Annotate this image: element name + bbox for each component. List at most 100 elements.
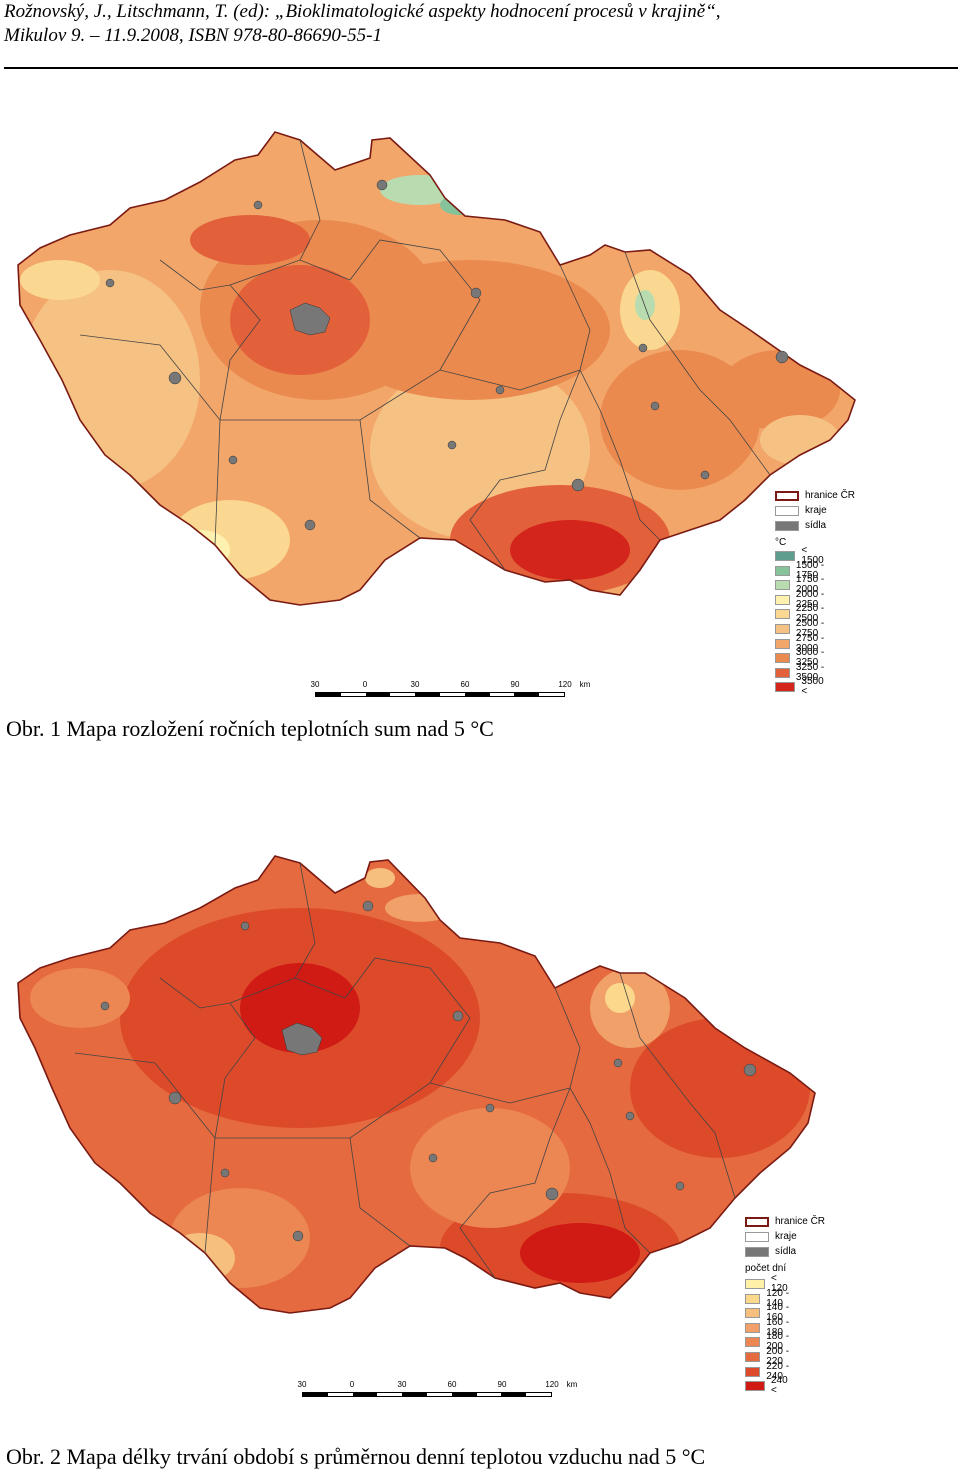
scale-tick-label: 60 <box>447 1380 457 1389</box>
legend-class-label: 140 - 160 <box>766 1302 790 1324</box>
scale-tick-label: 30 <box>410 680 420 689</box>
figure-2-caption: Obr. 2 Mapa délky trvání období s průměr… <box>6 1444 706 1469</box>
legend-swatch <box>775 653 790 664</box>
settlement <box>452 1010 464 1022</box>
legend-class-label: 200 - 220 <box>766 1346 790 1367</box>
legend-class-label: 1750 - 2000 <box>795 574 825 596</box>
settlement <box>545 1187 559 1201</box>
settlement <box>168 1091 182 1105</box>
legend-class-label: 2250 - 2500 <box>795 603 825 625</box>
scale-bar-segment <box>464 693 490 696</box>
legend-class-row: 220 - 240 <box>745 1361 792 1381</box>
settlement <box>638 343 648 353</box>
legend-class-label: 3500 < <box>801 676 824 698</box>
legend-swatch <box>775 551 796 561</box>
settlement <box>613 1058 623 1068</box>
scale-bar-figure-1: 30 0 30 60 90 120 km <box>305 680 605 702</box>
legend-class-row: 3500 < <box>775 677 827 697</box>
settlements <box>105 179 789 531</box>
legend-swatch <box>745 1337 761 1348</box>
legend-class-row: < 120 <box>745 1274 792 1294</box>
scale-tick-label: 120 <box>545 1380 559 1389</box>
legend-class-row: 1750 - 2000 <box>775 575 827 595</box>
legend-class-label: 2000 - 2250 <box>795 588 825 610</box>
settlement <box>470 287 482 299</box>
scale-unit: km <box>566 1380 578 1389</box>
scale-bar-segment <box>352 1393 378 1396</box>
legend-swatch <box>745 1279 765 1289</box>
legend-label: sídla <box>805 520 827 531</box>
scale-tick-label: 90 <box>510 680 520 689</box>
settlement <box>447 440 457 450</box>
legend-label: hranice ČR <box>775 1216 826 1227</box>
scale-bar-segment <box>526 1393 551 1396</box>
scale-bar-segment <box>377 1393 403 1396</box>
figure-1-caption: Obr. 1 Mapa rozložení ročních teplotních… <box>6 716 494 741</box>
scale-bar-segment <box>316 693 341 696</box>
legend-swatch <box>745 1293 761 1304</box>
settlement <box>228 455 238 465</box>
legend-label: kraje <box>805 505 827 516</box>
legend-swatch <box>745 1308 761 1319</box>
settlement-praha <box>289 302 331 336</box>
scale-unit: km <box>579 680 591 689</box>
legend-border: hranice ČR <box>745 1216 825 1228</box>
settlement <box>100 1001 110 1011</box>
legend-swatch <box>745 1232 769 1242</box>
scale-bar-segment <box>327 1393 353 1396</box>
legend-swatch <box>775 682 796 693</box>
legend-class-label: 120 - 140 <box>766 1287 790 1309</box>
legend-class-row: 3250 - 3500 <box>775 662 827 682</box>
legend-swatch <box>745 1381 765 1392</box>
legend-swatch <box>775 565 790 576</box>
scale-bar-segment <box>476 1393 502 1396</box>
scale-bar-segment <box>451 1393 477 1396</box>
legend-class-row: 240 < <box>745 1376 792 1396</box>
legend-label: kraje <box>775 1231 797 1242</box>
scale-tick-label: 120 <box>558 680 572 689</box>
legend-class-row: 2000 - 2250 <box>775 589 827 609</box>
settlement <box>571 478 585 492</box>
scale-tick-label: 30 <box>310 680 320 689</box>
legend-class-label: 240 < <box>770 1375 788 1397</box>
settlement <box>253 200 263 210</box>
scale-bar-segment <box>402 1393 427 1396</box>
scale-bar-segment <box>539 693 564 696</box>
legend-unit-title: počet dní <box>745 1263 787 1274</box>
legend-swatch <box>745 1247 769 1257</box>
settlements <box>100 900 757 1242</box>
czech-border-outline <box>17 855 816 1314</box>
region-boundaries <box>74 862 736 1279</box>
scale-bar-segment <box>365 693 391 696</box>
header-rule <box>4 67 958 69</box>
settlement <box>625 1111 635 1121</box>
settlement <box>240 921 250 931</box>
scale-bar-segment <box>303 1393 328 1396</box>
legend-class-label: 2500 - 2750 <box>795 618 825 639</box>
settlement <box>220 1168 230 1178</box>
legend-class-label: 2750 - 3000 <box>795 632 825 654</box>
settlement <box>376 179 388 191</box>
legend-class-row: 1500 - 1750 <box>775 560 827 580</box>
scale-bar-segments <box>302 1392 552 1397</box>
legend-regions: kraje <box>775 505 827 517</box>
scale-bar-segment <box>340 693 366 696</box>
settlement <box>292 1230 304 1242</box>
legend-figure-1: hranice ČR kraje sídla °C < 1500 1500 - 1… <box>775 490 895 700</box>
legend-class-label: 220 - 240 <box>766 1360 790 1382</box>
scale-bar-segment <box>415 693 440 696</box>
citation-line-1: Rožnovský, J., Litschmann, T. (ed): „Bio… <box>4 1 721 22</box>
legend-border: hranice ČR <box>775 490 855 502</box>
legend-settlements: sídla <box>775 520 826 532</box>
legend-class-row: 2250 - 2500 <box>775 604 827 624</box>
legend-label: hranice ČR <box>805 490 856 501</box>
legend-swatch <box>775 594 790 605</box>
scale-bar-segment <box>439 693 465 696</box>
legend-label: sídla <box>775 1246 797 1257</box>
legend-class-row: 200 - 220 <box>745 1347 792 1367</box>
legend-class-label: 1500 - 1750 <box>795 559 825 581</box>
citation-line-2: Mikulov 9. – 11.9.2008, ISBN 978-80-8669… <box>4 25 383 46</box>
legend-swatch <box>775 638 790 649</box>
legend-class-label: 160 - 180 <box>766 1316 790 1338</box>
legend-swatch <box>775 491 799 501</box>
